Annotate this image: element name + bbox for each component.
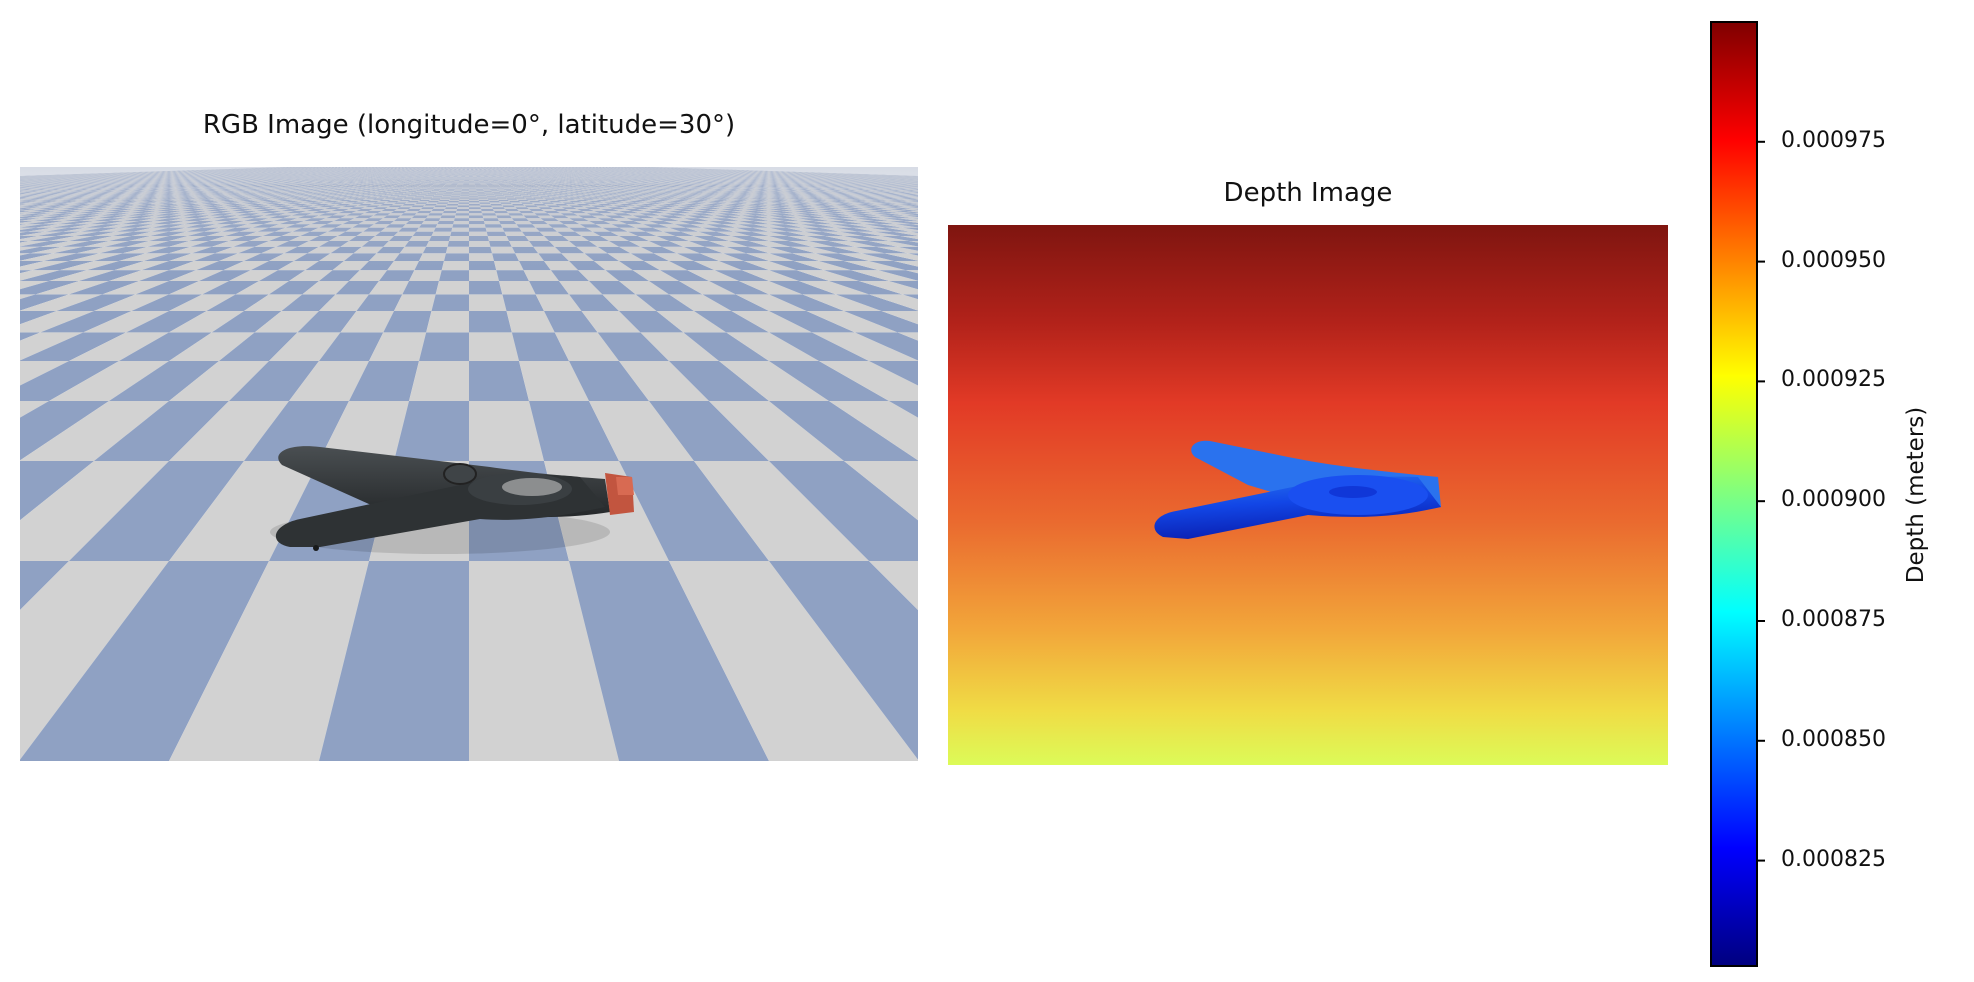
rgb-image	[20, 167, 918, 831]
rgb-image-title: RGB Image (longitude=0°, latitude=30°)	[20, 110, 918, 140]
